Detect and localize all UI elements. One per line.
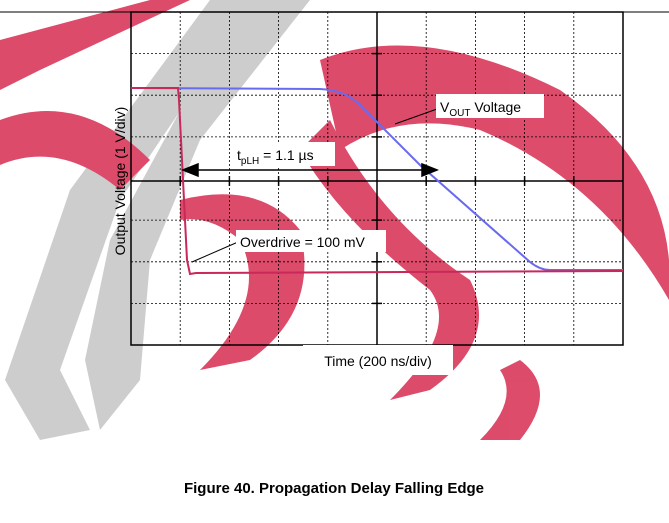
vout-trace <box>130 87 623 271</box>
label-bg <box>236 230 386 252</box>
vout-rest: Voltage <box>470 99 521 115</box>
tplh-sub: pLH <box>241 156 259 167</box>
tplh-arrow <box>180 162 440 178</box>
watermark <box>0 0 669 440</box>
label-bg <box>436 94 544 118</box>
input-trace <box>131 87 624 276</box>
tplh-label: tpLH = 1.1 µs <box>237 147 314 167</box>
tplh-rest: = 1.1 µs <box>259 147 313 163</box>
caption: Figure 40. Propagation Delay Falling Edg… <box>184 480 484 497</box>
vout-main: V <box>440 99 450 115</box>
label-bg <box>303 345 453 375</box>
overdrive-label: Overdrive = 100 mV <box>240 234 366 250</box>
center-ticks <box>179 52 575 305</box>
tplh-main: t <box>237 147 241 163</box>
overdrive-pointer <box>191 241 239 263</box>
label-bg <box>233 142 335 166</box>
y-axis-label: Output Voltage (1 V/div) <box>112 107 128 256</box>
vout-sub: OUT <box>449 108 470 119</box>
vout-pointer <box>394 108 438 125</box>
x-axis-label: Time (200 ns/div) <box>324 353 432 369</box>
vout-label: VOUT Voltage <box>440 99 521 119</box>
